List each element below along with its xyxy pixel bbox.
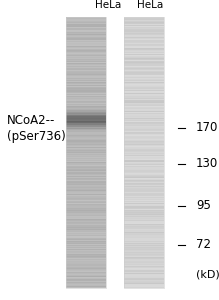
Bar [124,16,164,288]
Bar [66,16,106,288]
Text: 95: 95 [196,199,211,212]
Text: HeLa: HeLa [137,1,163,10]
Text: 130: 130 [196,157,218,170]
Text: (pSer736): (pSer736) [7,130,65,143]
Text: (kD): (kD) [196,269,219,280]
Text: HeLa: HeLa [95,1,122,10]
Text: 170: 170 [196,121,218,134]
Text: 72: 72 [196,238,211,251]
Text: NCoA2--: NCoA2-- [7,113,55,127]
